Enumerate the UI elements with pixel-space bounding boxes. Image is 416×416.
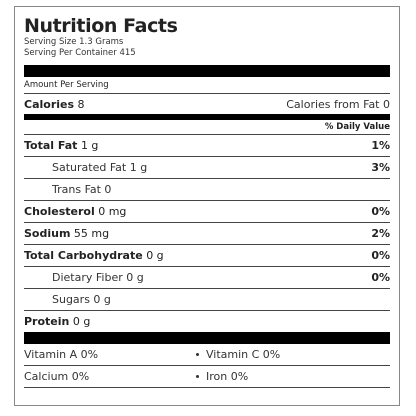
nutrient-label: Saturated Fat 1 g bbox=[52, 161, 148, 174]
vitamin-left: Calcium 0% bbox=[24, 370, 90, 383]
nutrient-label: Sodium bbox=[24, 227, 71, 240]
bullet-icon bbox=[196, 375, 199, 378]
daily-value-header: % Daily Value bbox=[324, 122, 390, 132]
nutrient-label: Protein bbox=[24, 315, 70, 328]
nutrient-amount: 0 g bbox=[72, 315, 91, 328]
vitamin-row: Calcium 0% Iron 0% bbox=[24, 366, 390, 388]
calories-row: Calories 8 Calories from Fat 0 bbox=[24, 94, 390, 114]
nutrient-dv: 2% bbox=[371, 227, 390, 240]
nutrient-amount: 0 g bbox=[146, 249, 164, 262]
thick-divider bbox=[24, 65, 390, 77]
nutrient-row-sodium: Sodium 55 mg 2% bbox=[24, 223, 390, 245]
nutrient-amount: 1 g bbox=[80, 139, 99, 152]
nutrient-amount: 0 mg bbox=[98, 205, 127, 218]
bullet-icon bbox=[196, 353, 199, 356]
vitamin-row: Vitamin A 0% Vitamin C 0% bbox=[24, 344, 390, 366]
thick-divider-bottom bbox=[24, 332, 390, 344]
nutrient-label: Dietary Fiber 0 g bbox=[52, 271, 144, 284]
nutrient-dv: 0% bbox=[371, 249, 390, 262]
nutrient-row-trans-fat: Trans Fat 0 bbox=[24, 179, 390, 201]
vitamin-left: Vitamin A 0% bbox=[24, 348, 99, 361]
amount-per-serving-row: Amount Per Serving bbox=[24, 77, 390, 94]
nutrient-label: Total Carbohydrate bbox=[24, 249, 143, 262]
nutrient-dv: 3% bbox=[371, 161, 390, 174]
calories-label: Calories bbox=[24, 97, 75, 111]
nutrient-row-saturated-fat: Saturated Fat 1 g 3% bbox=[24, 157, 390, 179]
nutrient-row-total-carbohydrate: Total Carbohydrate 0 g 0% bbox=[24, 245, 390, 267]
nutrition-label: Nutrition Facts Serving Size 1.3 Grams S… bbox=[24, 15, 390, 388]
servings-per-container: Serving Per Container 415 bbox=[24, 48, 136, 58]
daily-value-header-row: % Daily Value bbox=[24, 120, 390, 135]
nutrition-facts-panel: Nutrition Facts Serving Size 1.3 Grams S… bbox=[14, 6, 400, 406]
vitamin-right: Iron 0% bbox=[206, 370, 249, 383]
nutrient-dv: 0% bbox=[371, 271, 390, 284]
nutrient-label: Cholesterol bbox=[24, 205, 95, 218]
medium-divider bbox=[24, 114, 390, 120]
nutrient-amount: 55 mg bbox=[73, 227, 110, 240]
serving-size: Serving Size 1.3 Grams bbox=[24, 37, 124, 47]
nutrient-label: Trans Fat 0 bbox=[52, 183, 112, 196]
nutrient-row-cholesterol: Cholesterol 0 mg 0% bbox=[24, 201, 390, 223]
nutrient-row-dietary-fiber: Dietary Fiber 0 g 0% bbox=[24, 267, 390, 289]
nutrient-label: Total Fat bbox=[24, 139, 78, 152]
amount-per-serving: Amount Per Serving bbox=[24, 80, 109, 90]
label-title: Nutrition Facts bbox=[24, 15, 178, 37]
vitamin-right: Vitamin C 0% bbox=[206, 348, 281, 361]
nutrient-dv: 0% bbox=[371, 205, 390, 218]
nutrient-row-protein: Protein 0 g bbox=[24, 311, 390, 332]
nutrient-row-total-fat: Total Fat 1 g 1% bbox=[24, 135, 390, 157]
calories-value: 8 bbox=[77, 97, 85, 111]
nutrient-row-sugars: Sugars 0 g bbox=[24, 289, 390, 311]
nutrient-label: Sugars 0 g bbox=[52, 293, 111, 306]
calories-from-fat: Calories from Fat 0 bbox=[286, 97, 390, 111]
nutrient-dv: 1% bbox=[371, 139, 390, 152]
